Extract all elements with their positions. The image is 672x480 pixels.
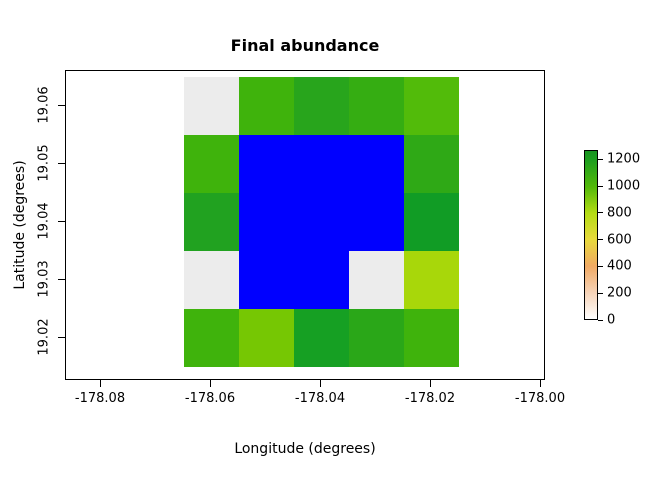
x-axis-tick [209, 380, 211, 387]
heatmap-cell [238, 193, 294, 251]
y-axis-tick [58, 278, 65, 280]
colorbar-tick [598, 319, 603, 321]
heatmap-cell [238, 135, 294, 193]
y-tick-label: 19.05 [36, 144, 52, 182]
colorbar-tick-label: 800 [607, 205, 632, 221]
heatmap-cell [293, 77, 349, 135]
heatmap-cell [348, 77, 404, 135]
colorbar-tick [598, 212, 603, 214]
heatmap-cell [183, 77, 239, 135]
colorbar-tick [598, 265, 603, 267]
colorbar-tick-label: 600 [607, 232, 632, 248]
x-axis-tick [429, 380, 431, 387]
y-axis-tick [58, 104, 65, 106]
heatmap-cell [293, 309, 349, 367]
heatmap-cell [238, 77, 294, 135]
x-tick-label: -178.02 [404, 391, 456, 406]
heatmap-cell [348, 251, 404, 309]
colorbar-tick [598, 185, 603, 187]
x-axis-tick [99, 380, 101, 387]
colorbar-tick [598, 158, 603, 160]
y-tick-label: 19.04 [36, 202, 52, 240]
heatmap-cell [293, 251, 349, 309]
heatmap [66, 71, 544, 379]
colorbar-tick-label: 400 [607, 258, 632, 274]
y-tick-label: 19.06 [36, 86, 52, 124]
x-tick-label: -178.04 [294, 391, 346, 406]
heatmap-cell [238, 251, 294, 309]
colorbar-tick [598, 292, 603, 294]
heatmap-cell [293, 135, 349, 193]
colorbar-tick-label: 0 [607, 312, 616, 328]
y-axis-label: Latitude (degrees) [12, 160, 28, 290]
y-axis-tick [58, 162, 65, 164]
x-axis-tick [319, 380, 321, 387]
y-tick-label: 19.03 [36, 260, 52, 298]
heatmap-cell [348, 135, 404, 193]
x-tick-label: -178.08 [74, 391, 126, 406]
heatmap-cell [403, 193, 459, 251]
colorbar-tick-label: 1200 [607, 151, 641, 167]
heatmap-cell [183, 135, 239, 193]
heatmap-cell [183, 251, 239, 309]
chart-title: Final abundance [230, 36, 380, 55]
heatmap-cell [403, 135, 459, 193]
x-axis-tick [539, 380, 541, 387]
heatmap-cell [403, 251, 459, 309]
y-axis-tick [58, 336, 65, 338]
colorbar-tick [598, 239, 603, 241]
colorbar-tick-label: 1000 [607, 178, 641, 194]
y-axis-tick [58, 220, 65, 222]
heatmap-cell [403, 309, 459, 367]
colorbar [584, 150, 598, 320]
heatmap-cell [183, 309, 239, 367]
heatmap-cell [348, 193, 404, 251]
x-tick-label: -178.06 [184, 391, 236, 406]
heatmap-cell [238, 309, 294, 367]
colorbar-tick-label: 200 [607, 285, 632, 301]
x-tick-label: -178.00 [514, 391, 566, 406]
plot-area [65, 70, 545, 380]
y-tick-label: 19.02 [36, 318, 52, 356]
heatmap-cell [183, 193, 239, 251]
x-axis-label: Longitude (degrees) [234, 441, 376, 457]
heatmap-cell [403, 77, 459, 135]
heatmap-cell [293, 193, 349, 251]
heatmap-cell [348, 309, 404, 367]
